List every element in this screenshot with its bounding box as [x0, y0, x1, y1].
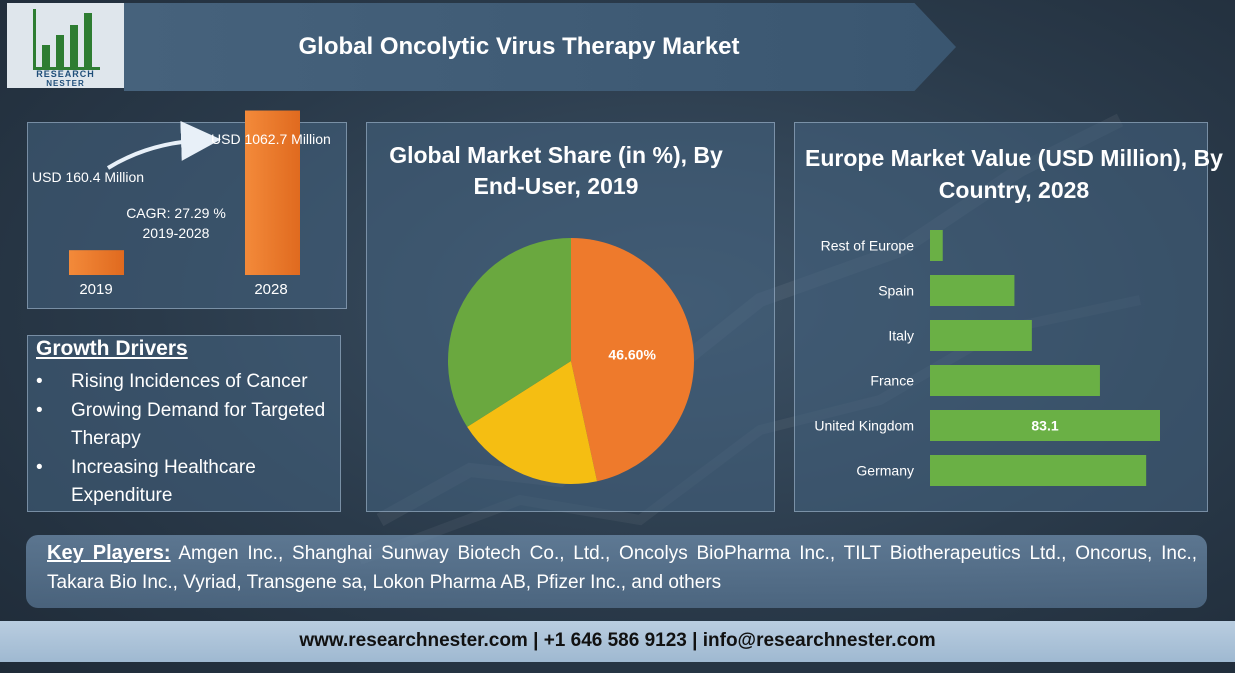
page-title: Global Oncolytic Virus Therapy Market [298, 33, 740, 60]
logo-text-line2: NESTER [46, 79, 85, 88]
country-tick-label: Italy [888, 328, 914, 344]
label-2019-value: USD 160.4 Million [32, 169, 144, 185]
year-2019-label: 2019 [79, 281, 112, 298]
country-chart-title: Europe Market Value (USD Million), By Co… [805, 145, 1223, 203]
country-tick-label: Spain [878, 283, 914, 299]
logo-bars-icon [33, 9, 100, 70]
country-bar-united-kingdom [930, 410, 1160, 441]
key-players-box [26, 535, 1207, 608]
growth-bar-2028 [245, 110, 300, 276]
country-bar-france [930, 365, 1100, 396]
drivers-list: Rising Incidences of Cancer Growing Dema… [36, 368, 361, 511]
pie-slice-label: 46.60% [608, 346, 656, 362]
growth-bar-2019 [69, 250, 124, 275]
pie-chart-title: Global Market Share (in %), By End-User,… [389, 142, 723, 199]
key-players-label: Key Players: [47, 542, 171, 564]
pie-slice-2 [448, 238, 571, 427]
country-bar-rest-of-europe [930, 230, 943, 261]
country-bar-germany [930, 455, 1147, 486]
country-bar-panel [794, 122, 1208, 512]
country-bar-italy [930, 320, 1032, 351]
country-tick-label: France [870, 373, 914, 389]
label-2028-value: USD 1062.7 Million [211, 131, 331, 147]
country-bar-data-label: 83.1 [1031, 418, 1058, 434]
country-tick-label: Germany [856, 463, 914, 479]
year-2028-label: 2028 [254, 281, 287, 298]
driver-item: Growing Demand for Targeted Therapy [36, 397, 361, 454]
cagr-label: CAGR: 27.29 % [126, 205, 226, 221]
growth-arrow-icon [106, 120, 221, 170]
pie-slice-1 [467, 361, 598, 484]
contact-info: www.researchnester.com | +1 646 586 9123… [299, 630, 936, 651]
key-players-text: Key Players: Amgen Inc., Shanghai Sunway… [47, 539, 1197, 597]
country-bar-spain [930, 275, 1015, 306]
contact-bar [0, 621, 1235, 662]
logo-text-line1: RESEARCH [36, 69, 95, 79]
title-banner [124, 3, 956, 91]
logo: RESEARCH NESTER [7, 3, 124, 88]
country-tick-label: United Kingdom [814, 418, 914, 434]
drivers-title: Growth Drivers [36, 337, 188, 360]
cagr-period: 2019-2028 [143, 225, 210, 241]
driver-item: Rising Incidences of Cancer [36, 368, 361, 397]
country-tick-label: Rest of Europe [821, 238, 915, 254]
driver-item: Increasing Healthcare Expenditure [36, 454, 361, 511]
pie-slice-0 [571, 238, 694, 482]
key-players-list: Amgen Inc., Shanghai Sunway Biotech Co.,… [47, 543, 1197, 593]
